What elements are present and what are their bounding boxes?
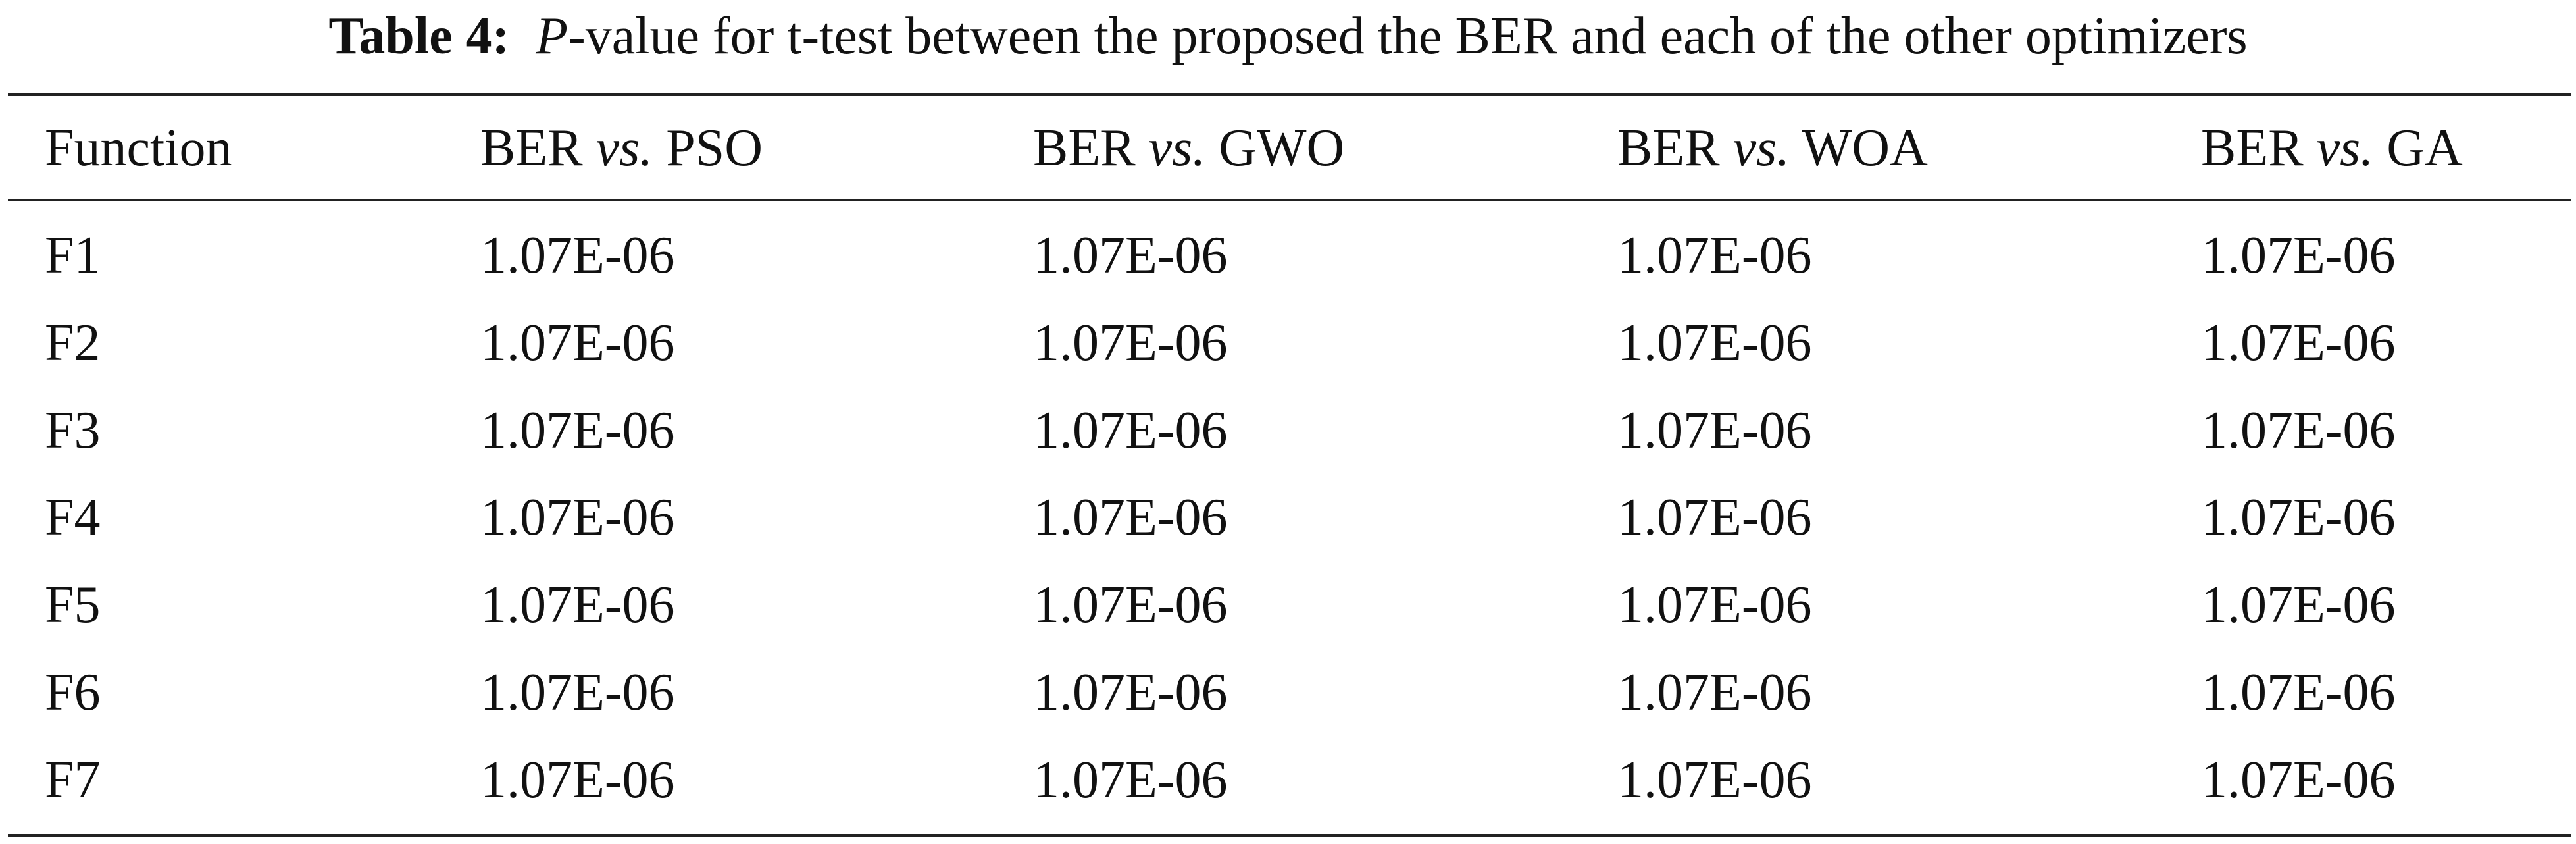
row-label: F7: [45, 751, 101, 809]
row-label: F2: [45, 313, 101, 372]
header-vs: vs.: [595, 119, 653, 177]
header-right: GWO: [1219, 119, 1345, 177]
header-left: BER: [1033, 119, 1136, 177]
p-value-cell: 1.07E-06: [480, 488, 675, 547]
p-value-cell: 1.07E-06: [2201, 751, 2396, 809]
p-value-cell: 1.07E-06: [2201, 226, 2396, 284]
header-right: PSO: [666, 119, 763, 177]
p-value-cell: 1.07E-06: [1033, 488, 1228, 547]
table-caption: Table 4: P-value for t-test between the …: [0, 10, 2576, 63]
header-cell: BER vs. GWO: [1033, 122, 1344, 174]
p-value-cell: 1.07E-06: [1617, 751, 1812, 809]
row-label: F1: [45, 226, 101, 284]
p-value-cell: 1.07E-06: [480, 751, 675, 809]
header-right: GA: [2387, 119, 2463, 177]
p-value-cell: 1.07E-06: [2201, 488, 2396, 547]
p-value-cell: 1.07E-06: [2201, 313, 2396, 372]
header-left: BER: [480, 119, 583, 177]
p-value-cell: 1.07E-06: [1033, 751, 1228, 809]
header-cell: Function: [45, 119, 232, 177]
header-cell: BER vs. GA: [2201, 122, 2463, 174]
p-value-cell: 1.07E-06: [2201, 576, 2396, 635]
header-vs: vs.: [1732, 119, 1790, 177]
p-value-cell: 1.07E-06: [480, 576, 675, 635]
p-value-cell: 1.07E-06: [2201, 664, 2396, 722]
p-value-cell: 1.07E-06: [1617, 576, 1812, 635]
p-value-cell: 1.07E-06: [480, 226, 675, 284]
p-value-cell: 1.07E-06: [1033, 313, 1228, 372]
caption-text: -value for t-test between the proposed t…: [568, 7, 2248, 65]
p-value-cell: 1.07E-06: [1617, 488, 1812, 547]
p-value-cell: 1.07E-06: [1033, 226, 1228, 284]
header-vs: vs.: [1148, 119, 1206, 177]
p-value-cell: 1.07E-06: [1033, 401, 1228, 460]
header-left: BER: [2201, 119, 2304, 177]
p-value-cell: 1.07E-06: [480, 313, 675, 372]
top-rule: [8, 93, 2571, 96]
header-cell: BER vs. WOA: [1617, 122, 1928, 174]
header-right: WOA: [1802, 119, 1928, 177]
header-left: BER: [1617, 119, 1720, 177]
row-label: F6: [45, 664, 101, 722]
p-value-cell: 1.07E-06: [480, 664, 675, 722]
header-rule: [8, 199, 2571, 201]
header-vs: vs.: [2316, 119, 2374, 177]
row-label: F5: [45, 576, 101, 635]
p-value-cell: 1.07E-06: [1617, 401, 1812, 460]
bottom-rule: [8, 834, 2571, 837]
p-value-cell: 1.07E-06: [1033, 664, 1228, 722]
p-value-cell: 1.07E-06: [1617, 226, 1812, 284]
p-value-cell: 1.07E-06: [2201, 401, 2396, 460]
header-cell: BER vs. PSO: [480, 122, 763, 174]
row-label: F3: [45, 401, 101, 460]
caption-label: Table 4:: [328, 7, 510, 65]
p-value-cell: 1.07E-06: [1617, 313, 1812, 372]
p-value-cell: 1.07E-06: [480, 401, 675, 460]
row-label: F4: [45, 488, 101, 547]
caption-italic: P: [536, 7, 568, 65]
p-value-cell: 1.07E-06: [1033, 576, 1228, 635]
p-value-cell: 1.07E-06: [1617, 664, 1812, 722]
